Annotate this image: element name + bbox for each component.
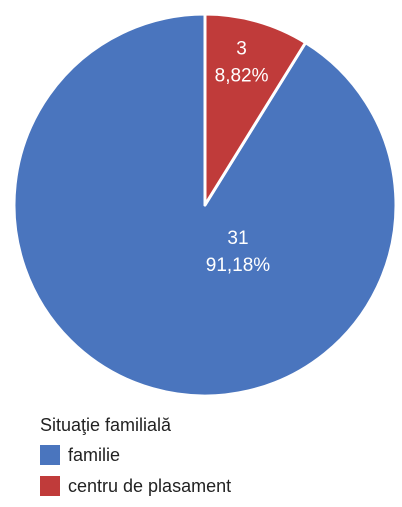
slice-count-label: 3: [236, 38, 247, 59]
pie-slice-centru-de-plasament: [203, 12, 308, 207]
legend-swatch-centru-de-plasament: [40, 476, 60, 496]
legend-item-centru-de-plasament: centru de plasament: [40, 474, 231, 498]
legend-label-familie: familie: [68, 444, 121, 465]
slice-percent-label: 91,18%: [206, 255, 271, 276]
legend: Situaţie familială familie centru de pla…: [40, 413, 231, 505]
legend-title: Situaţie familială: [40, 415, 172, 435]
pie-slices: [12, 12, 398, 398]
legend-swatch-familie: [40, 445, 60, 465]
legend-label-centru-de-plasament: centru de plasament: [68, 475, 232, 496]
legend-item-familie: familie: [40, 443, 231, 467]
slice-count-label: 31: [227, 228, 248, 249]
pie-labels: 31 91,18% 3 8,82%: [206, 38, 271, 276]
slice-percent-label: 8,82%: [215, 65, 269, 86]
